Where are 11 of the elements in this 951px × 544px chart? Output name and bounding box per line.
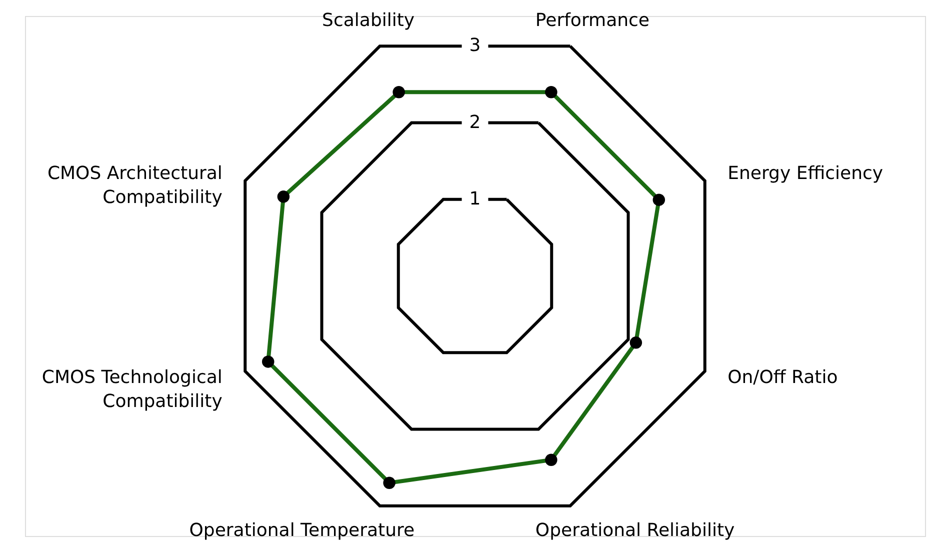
- spoke-label: Performance: [535, 10, 650, 32]
- spoke-label: Operational Temperature: [189, 520, 415, 541]
- spoke-label: On/Off Ratio: [728, 366, 838, 388]
- spoke-label: Operational Reliability: [535, 520, 736, 541]
- spoke-label: Scalability: [322, 10, 415, 32]
- y-tick-label: 3: [469, 35, 481, 56]
- y-tick-label: 2: [469, 112, 481, 133]
- y-tick-label: 1: [469, 188, 481, 210]
- spoke-label: CMOS Architectural Compatibility: [47, 163, 223, 208]
- spoke-label: CMOS Technological Compatibility: [42, 366, 223, 412]
- spoke-label: Energy Efficiency: [728, 163, 884, 184]
